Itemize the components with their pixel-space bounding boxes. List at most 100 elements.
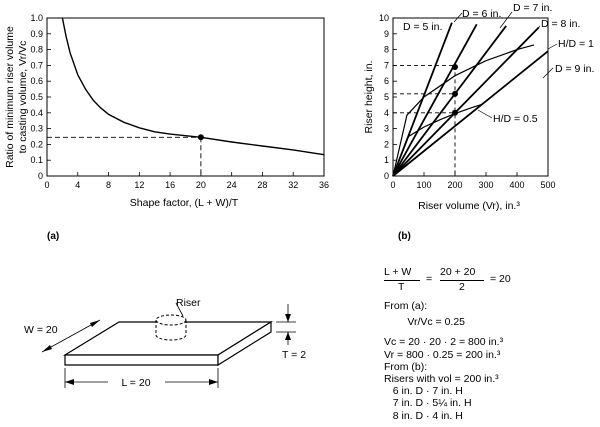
chart-b-series-label: D = 5 in. <box>403 21 442 33</box>
w-arrow-left <box>42 345 52 352</box>
chart-a-xtick-label: 12 <box>134 180 144 190</box>
chart-b-series-label: D = 9 in. <box>555 63 594 75</box>
chart-a-xtick-label: 36 <box>319 180 329 190</box>
chart-b-ylabel: Riser height, in. <box>363 61 375 134</box>
chart-b-series-1 <box>392 23 478 177</box>
chart-b-series-5 <box>392 44 535 177</box>
chart-a-curve <box>61 17 325 156</box>
chart-b-ytick-label: 7 <box>384 60 389 70</box>
chart-a-ytick-label: 0.7 <box>30 60 43 70</box>
chart-b-ytick-label: 9 <box>384 29 389 39</box>
chart-a-xtick-label: 24 <box>227 180 237 190</box>
w-label: W = 20 <box>24 324 58 336</box>
riser-leader <box>175 302 184 317</box>
calc-line: Vr/Vc = 0.25 <box>384 316 466 329</box>
calc-line <box>384 328 596 336</box>
plate-front-face <box>64 354 219 366</box>
calc-line: Vr = 800 · 0.25 = 200 in.³ <box>384 348 501 361</box>
shape-factor-equation: L + W T = 20 + 20 2 = 20 <box>384 266 596 296</box>
chart-a-xlabel: Shape factor, (L + W)/T <box>130 197 239 209</box>
chart-a-ytick-label: 0 <box>38 171 43 181</box>
chart-b-series-label: H/D = 0.5 <box>493 113 538 125</box>
calc-line: Risers with vol = 200 in.³ <box>384 372 499 385</box>
chart-b-ytick-label: 8 <box>384 45 389 55</box>
frac-result: = 20 <box>490 273 511 285</box>
chart-a-ytick-label: 0.8 <box>30 45 43 55</box>
chart-a-xtick-label: 28 <box>257 180 267 190</box>
chart-a-ytick-label: 0.1 <box>30 155 43 165</box>
chart-b-series-4 <box>392 50 549 177</box>
l-arrow-left <box>65 379 74 385</box>
l-label: L = 20 <box>121 377 150 389</box>
calc-line: 7 in. D · 5¼ in. H <box>384 397 472 410</box>
chart-a-ytick-label: 0.9 <box>30 29 43 39</box>
chart-a-ytick-label: 0.2 <box>30 139 43 149</box>
chart-a: 0 4 8 12 16 20 24 28 32 36 0 0.1 0.2 0.3 0.4 0.5 0.6 0.7 0… <box>4 13 329 242</box>
chart-b-ytick-label: 4 <box>384 108 389 118</box>
calc-line: Vc = 20 · 20 · 2 = 800 in.³ <box>384 336 504 349</box>
chart-b-label-leader <box>547 43 558 50</box>
chart-b-xtick-label: 500 <box>540 180 555 190</box>
chart-a-ytick-label: 0.3 <box>30 124 43 134</box>
frac2-denominator: 2 <box>459 281 465 293</box>
chart-a-panel-label: (a) <box>47 231 59 242</box>
chart-b: 0 100 200 300 400 500 0 1 2 3 4 5 6 7 8 9 10 D = 5 in. D … <box>363 2 594 242</box>
chart-b-xtick-label: 300 <box>478 180 493 190</box>
frac1-numerator: L + W <box>384 266 412 278</box>
chart-b-ytick-label: 0 <box>384 171 389 181</box>
frac1-denominator: T <box>398 281 405 293</box>
plate-side-face <box>217 320 272 367</box>
chart-b-label-leader <box>477 109 493 119</box>
chart-a-xtick-label: 8 <box>106 180 111 190</box>
chart-b-ytick-label: 2 <box>384 139 389 149</box>
chart-b-xtick-label: 200 <box>447 180 462 190</box>
w-dimension-line <box>41 319 101 353</box>
riser-cylinder <box>155 314 187 341</box>
chart-b-xtick-label: 0 <box>390 180 395 190</box>
frac2-numerator: 20 + 20 <box>440 266 476 278</box>
chart-b-series-2 <box>392 25 507 177</box>
chart-b-label-leader <box>529 25 541 38</box>
chart-a-xtick-label: 0 <box>44 180 49 190</box>
w-arrow-right <box>90 320 100 327</box>
chart-b-xtick-label: 400 <box>509 180 524 190</box>
chart-b-series-label: H/D = 1 <box>558 38 594 50</box>
chart-a-ytick-label: 0.6 <box>30 76 43 86</box>
frac2-bar <box>440 280 484 281</box>
chart-a-ytick-label: 1.0 <box>30 13 43 23</box>
chart-b-series-label: D = 6 in. <box>462 8 501 20</box>
chart-b-ytick-label: 5 <box>384 92 389 102</box>
chart-b-marker <box>452 63 458 70</box>
chart-b-series-6 <box>392 103 484 177</box>
chart-b-series-label: D = 7 in. <box>513 2 552 14</box>
equals-sign: = <box>426 273 433 285</box>
chart-b-series-3 <box>392 26 540 177</box>
chart-a-xtick-label: 20 <box>196 180 206 190</box>
chart-a-ylabel-line1: Ratio of minimum riser volume <box>4 26 16 168</box>
chart-b-panel-label: (b) <box>398 231 411 242</box>
t-label: T = 2 <box>282 349 306 361</box>
l-arrow-right <box>209 379 218 385</box>
chart-b-ytick-label: 6 <box>384 76 389 86</box>
chart-b-marker <box>452 109 458 116</box>
chart-a-ytick-label: 0.4 <box>30 108 43 118</box>
chart-b-label-leader <box>542 67 554 79</box>
chart-b-ytick-label: 1 <box>384 155 389 165</box>
chart-a-marker <box>197 134 204 141</box>
chart-a-xtick-label: 32 <box>288 180 298 190</box>
chart-b-xlabel: Riser volume (Vr), in.³ <box>418 200 520 212</box>
chart-b-ytick-label: 3 <box>384 124 389 134</box>
chart-b-label-leader <box>499 11 513 29</box>
chart-a-ylabel-line2: to casting volume, Vr/Vc <box>17 41 29 154</box>
chart-a-xtick-label: 16 <box>165 180 175 190</box>
chart-b-marker <box>452 90 458 97</box>
chart-a-ytick-label: 0.5 <box>30 92 43 102</box>
chart-b-series-label: D = 8 in. <box>541 18 580 30</box>
calc-line: From (b): <box>384 360 428 373</box>
frac1-bar <box>384 280 420 281</box>
calc-line: 8 in. D · 4 in. H <box>384 409 463 422</box>
casting-figure: Riser W = 20 L = 20 T = 2 <box>24 297 306 389</box>
t-arrow-top <box>285 314 291 322</box>
calculation-block: L + W T = 20 + 20 2 = 20 From (a): Vr/Vc… <box>384 266 596 422</box>
